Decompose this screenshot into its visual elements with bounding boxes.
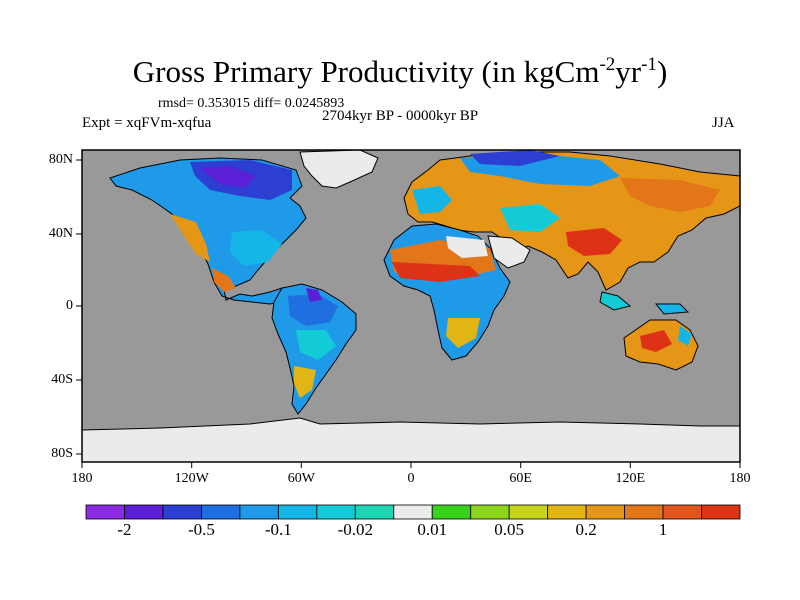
lat-label: 40S (51, 372, 73, 387)
sa-amazon-low (288, 294, 338, 326)
lat-label: 40N (48, 226, 73, 241)
period-label: 2704kyr BP - 0000kyr BP (322, 108, 479, 124)
map-title: Gross Primary Productivity (in kgCm-2yr-… (132, 54, 668, 89)
season-label: JJA (712, 115, 735, 131)
colorbar-label: -0.1 (264, 520, 292, 539)
sahara-neutral (446, 236, 488, 258)
australia-cyan (678, 326, 692, 346)
lon-label: 0 (407, 471, 415, 486)
lon-label: 60E (509, 471, 532, 486)
greenland (299, 149, 379, 189)
arctic-coast-low (470, 150, 560, 166)
colorbar-swatch (162, 504, 202, 520)
sa-east-low (306, 288, 322, 302)
na-arctic-low (200, 166, 256, 188)
central-asia-cyan (500, 204, 560, 232)
rmsd-diff-stats: rmsd= 0.353015 diff= 0.0245893 (158, 96, 345, 111)
map-panel (81, 149, 741, 463)
lon-label: 120E (615, 471, 646, 486)
lat-label: 80N (48, 152, 73, 167)
tibet-red (566, 228, 622, 256)
australia-red (640, 330, 672, 352)
colorbar-label: 1 (658, 520, 668, 539)
colorbar-swatch (124, 504, 164, 520)
colorbar-swatch (431, 504, 472, 520)
colorbar-swatch (701, 504, 741, 520)
colorbar-swatch (393, 504, 433, 520)
lon-label: 180 (71, 471, 93, 486)
sa-south-positive (294, 366, 316, 398)
lon-label: 60W (287, 471, 315, 486)
lon-label: 180 (729, 471, 751, 486)
colorbar-swatch (585, 504, 625, 520)
africa-south-positive (446, 318, 480, 348)
sahel-red (392, 262, 480, 282)
lat-label: 80S (51, 446, 73, 461)
sa-central-mixed (296, 330, 336, 360)
na-mexico-positive (212, 268, 236, 292)
colorbar-swatch (508, 504, 549, 520)
colorbar-swatch (624, 504, 664, 520)
colorbar-label: 0.2 (575, 520, 597, 539)
colorbar-swatch (470, 504, 510, 520)
colorbar-label: 0.01 (417, 520, 448, 539)
colorbar-swatch (316, 504, 356, 520)
colorbar-swatch (85, 504, 125, 520)
arabia (487, 235, 531, 269)
europe-mixed (412, 186, 452, 214)
east-siberia-mixed (620, 178, 720, 212)
colorbar-label: 0.05 (494, 520, 525, 539)
colorbar-swatch (662, 504, 702, 520)
colorbar-label: -0.02 (337, 520, 373, 539)
colorbar-swatch (201, 504, 241, 520)
lon-label: 120W (174, 471, 209, 486)
indonesia (599, 291, 632, 311)
colorbar-swatch (354, 504, 395, 520)
colorbar (85, 504, 741, 520)
colorbar-swatch (547, 504, 587, 520)
na-east-mixed (230, 230, 282, 266)
na-west-positive (170, 214, 210, 262)
colorbar-swatch (239, 504, 279, 520)
new-guinea (654, 303, 690, 315)
colorbar-label: -0.5 (187, 520, 215, 539)
colorbar-swatch (277, 504, 318, 520)
colorbar-label: -2 (117, 520, 132, 539)
lat-label: 0 (66, 298, 73, 313)
axis-ticks (76, 159, 741, 468)
experiment-label: Expt = xqFVm-xqfua (82, 115, 212, 131)
